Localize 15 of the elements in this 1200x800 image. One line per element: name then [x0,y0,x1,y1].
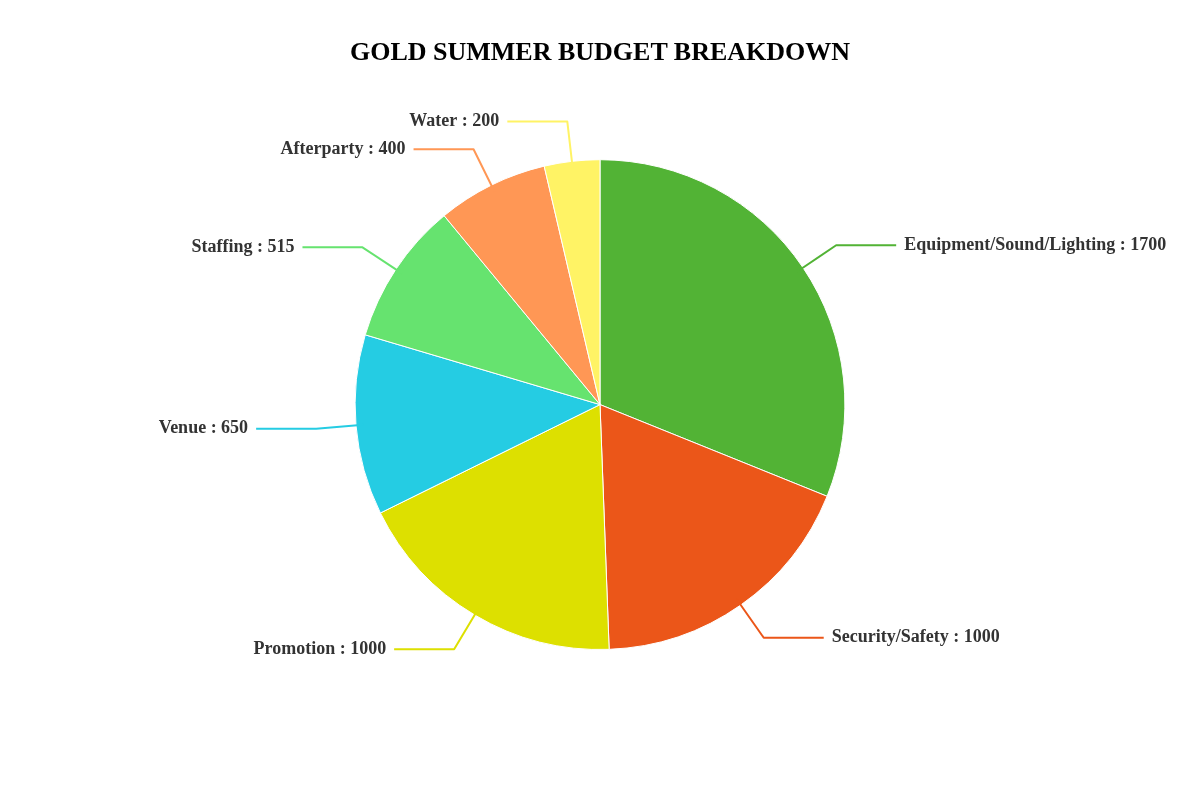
slice-label: Afterparty [280,137,364,158]
data-label: : 650 [210,417,249,438]
data-label: : 1700 [1119,233,1167,254]
slice-label: Staffing [191,235,253,256]
slice-label: Water [409,110,458,131]
data-label: : 1000 [339,637,387,658]
slice-label: Venue [158,417,207,438]
data-label: : 200 [461,110,500,131]
data-label: : 400 [368,137,406,158]
slice-label: Security/Safety [831,626,949,647]
chart-title: GOLD SUMMER BUDGET BREAKDOWN [349,37,851,67]
data-label: : 1000 [953,626,1000,647]
slice-label: Equipment/Sound/Lighting [904,233,1116,254]
slice-label: Promotion [253,637,336,658]
data-label: : 515 [256,235,295,256]
